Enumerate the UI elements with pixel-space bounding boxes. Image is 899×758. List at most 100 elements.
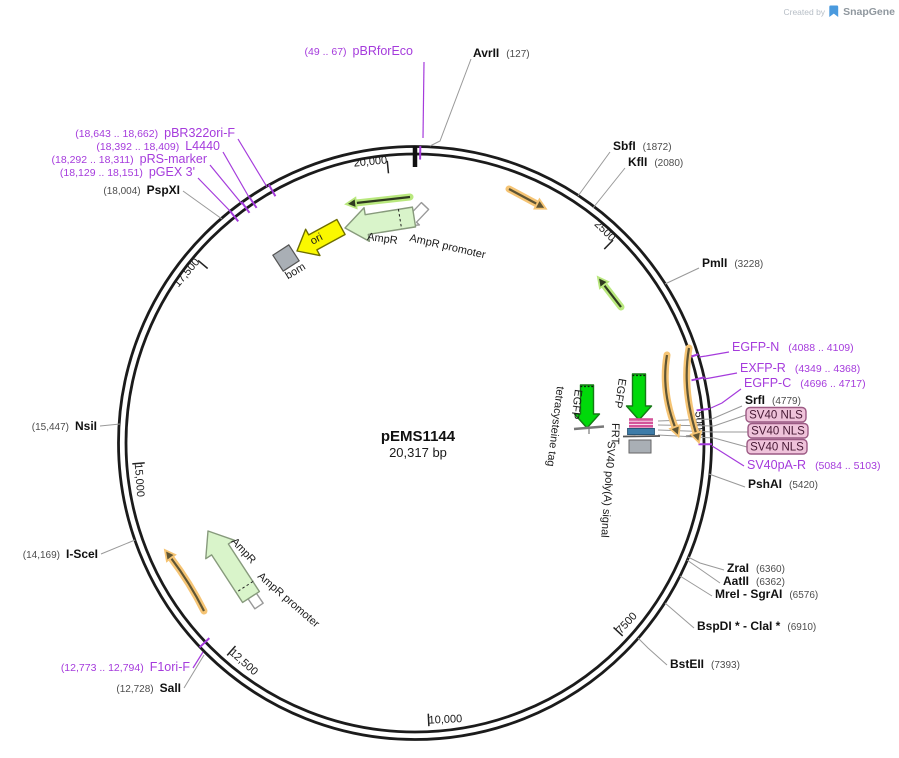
primer-label[interactable]: (18,129 .. 18,151) pGEX 3' [60, 165, 195, 179]
sv40-nls-label: SV40 NLS [749, 410, 803, 422]
enzyme-leader [687, 556, 725, 571]
primer-leader [209, 164, 243, 205]
primer-leader [192, 651, 204, 669]
enzyme-label[interactable]: SrfI (4779) [745, 393, 801, 407]
enzyme-leader [182, 190, 223, 220]
nls-leader [657, 434, 748, 448]
enzyme-label[interactable]: PmlI (3228) [702, 256, 763, 270]
enzyme-leader [708, 473, 746, 488]
axis-tick [613, 626, 624, 637]
primer-tick [198, 637, 211, 649]
ampr-top-arrow[interactable] [344, 206, 417, 243]
ori-arrow[interactable] [296, 218, 346, 257]
primer-leader [197, 177, 232, 213]
sv40-nls-feature-stripe [629, 421, 653, 425]
enzyme-label[interactable]: (15,447) NsiI [32, 419, 97, 433]
ampr-promoter-top-label[interactable]: AmpR promoter [408, 232, 487, 261]
enzyme-label[interactable]: (18,004) PspXI [103, 183, 180, 197]
bom-box[interactable] [272, 244, 300, 272]
orf-arrow-orange-right-2-head [689, 430, 703, 445]
primer-label[interactable]: (18,292 .. 18,311) pRS-marker [52, 152, 208, 166]
orf-arrow-green-right-head [596, 275, 610, 290]
enzyme-label[interactable]: MreI - SgrAI (6576) [715, 587, 818, 601]
enzyme-label[interactable]: PshAI (5420) [748, 477, 818, 491]
primer-leader [710, 388, 742, 409]
primer-label[interactable]: (49 .. 67) pBRforEco [305, 44, 414, 58]
frt-feature-box[interactable] [627, 427, 655, 435]
ori-label[interactable]: ori [308, 231, 324, 247]
plasmid-name: pEMS1144 [381, 428, 456, 445]
egfp-right-label[interactable]: EGFP [611, 378, 628, 409]
enzyme-label[interactable]: AvrII (127) [473, 46, 530, 60]
ampr-top-joint [397, 209, 403, 229]
primer-leader [422, 61, 425, 139]
axis-tick [427, 713, 430, 727]
feature-baseline [622, 435, 661, 438]
ampr-bottom-arrow[interactable] [205, 530, 261, 604]
enzyme-label[interactable]: BstEII (7393) [670, 657, 740, 671]
enzyme-leader [637, 637, 668, 666]
egfp-left-arrow[interactable] [573, 384, 601, 429]
enzyme-label[interactable]: ZraI (6360) [727, 561, 785, 575]
primer-leader [237, 138, 268, 188]
enzyme-leader [664, 267, 700, 285]
ampr-promoter-bottom-label[interactable]: AmpR promoter [255, 570, 322, 630]
sv40-nls-label: SV40 NLS [751, 426, 805, 438]
enzyme-leader [100, 539, 136, 555]
enzyme-label[interactable]: SbfI (1872) [613, 139, 672, 153]
orf-arrow-orange-right-1-core [664, 354, 677, 428]
orf-arrow-orange-topright-head [533, 197, 548, 210]
orf-arrow-green-top-core [355, 195, 411, 205]
enzyme-leader [679, 575, 713, 597]
orf-arrow-orange-right-2-core [685, 347, 698, 434]
primer-label[interactable]: EGFP-C (4696 .. 4717) [744, 376, 866, 390]
primer-label[interactable]: EXFP-R (4349 .. 4368) [740, 361, 860, 375]
egfp-right-arrow[interactable] [625, 373, 653, 421]
sv40-nls-box[interactable] [746, 438, 808, 455]
sv40-polya-box[interactable] [628, 439, 652, 454]
primer-label[interactable]: (18,392 .. 18,409) L4440 [96, 139, 220, 153]
tetracysteine-feature-bar [573, 425, 605, 431]
axis-tick-label: 15,000 [132, 463, 146, 497]
sv40-polya-label[interactable]: SV40 poly(A) signal [598, 441, 617, 538]
axis-tick-label: 12,500 [227, 647, 260, 678]
tetracysteine-tag-label[interactable]: tetracysteine tag [544, 386, 566, 468]
enzyme-leader [686, 559, 721, 584]
axis-tick-label: 20,000 [353, 154, 388, 169]
orf-arrow-orange-topright-core [508, 188, 538, 205]
enzyme-label[interactable]: KflI (2080) [628, 155, 683, 169]
orf-arrow-orange-bottomleft-head [163, 548, 177, 563]
axis-tick-label: 10,000 [428, 713, 462, 727]
watermark-brand: SnapGene [843, 5, 895, 18]
primer-label[interactable]: (18,643 .. 18,662) pBR322ori-F [75, 126, 235, 140]
enzyme-label[interactable]: (12,728) SalI [116, 681, 181, 695]
enzyme-label[interactable]: (14,169) I-SceI [23, 547, 98, 561]
frt-label[interactable]: FRT [609, 423, 621, 445]
ampr-top-label[interactable]: AmpR [366, 231, 398, 247]
sv40-nls-box[interactable] [747, 422, 809, 439]
enzyme-leader [592, 167, 626, 209]
enzyme-label[interactable]: BspDI * - ClaI * (6910) [697, 619, 816, 633]
sv40-nls-box[interactable] [745, 406, 807, 423]
enzyme-leader [429, 58, 472, 147]
primer-tick [691, 376, 705, 382]
axis-tick-label: 7500 [614, 610, 639, 636]
egfp-left-label[interactable]: EGFP [568, 389, 584, 420]
primer-label[interactable]: (12,773 .. 12,794) F1ori-F [61, 660, 191, 674]
plasmid-size: 20,317 bp [389, 445, 447, 460]
primer-leader [698, 351, 730, 358]
axis-tick [386, 160, 390, 174]
primer-leader [703, 372, 738, 380]
orf-arrow-green-top-head [344, 196, 358, 210]
primer-label[interactable]: EGFP-N (4088 .. 4109) [732, 340, 854, 354]
ampr-bottom-joint [235, 581, 254, 593]
primer-label[interactable]: SV40pA-R (5084 .. 5103) [747, 458, 880, 472]
watermark-created-by: Created by [783, 6, 826, 17]
enzyme-leader [99, 423, 121, 427]
sv40-nls-feature-stripe [629, 425, 653, 428]
enzyme-label[interactable]: AatII (6362) [723, 574, 785, 588]
axis-tick [603, 239, 614, 250]
sv40-nls-feature-stripe [629, 418, 653, 421]
